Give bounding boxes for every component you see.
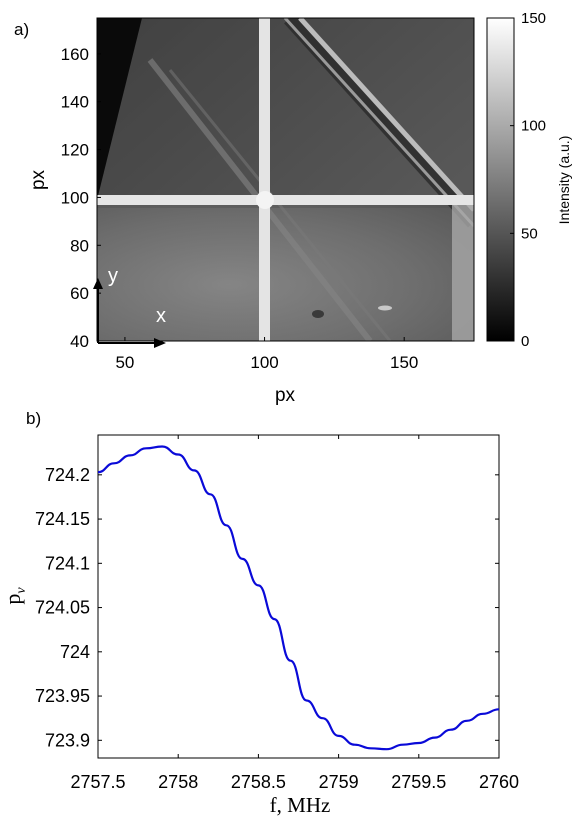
colorbar-tick-label: 50: [521, 225, 538, 242]
series-line: [97, 445, 500, 751]
line-plot-frame: [97, 434, 500, 759]
speck: [378, 305, 392, 311]
dark-corner-region: [97, 18, 142, 200]
diagonal-stripe: [298, 18, 474, 212]
y-tick-label: 724: [60, 642, 90, 662]
y-tick-label: 60: [70, 284, 89, 303]
y-tick-label: 724.05: [35, 598, 90, 618]
colorbar-tick-label: 100: [521, 118, 546, 135]
y-tick-label: 723.95: [35, 686, 90, 706]
colorbar-axes: 0 50 100 150: [510, 10, 546, 350]
cross-horizontal-line: [97, 195, 474, 205]
heatmap-ylabel: px: [28, 169, 49, 190]
colorbar: [486, 17, 515, 342]
x-tick-label: 2758: [158, 772, 198, 792]
cross-center: [256, 191, 274, 209]
panel-a-label: a): [14, 20, 29, 39]
diagonal-stripe: [284, 18, 474, 228]
heatmap-axes: 50 100 150 40 60 80 100 120 140 160: [61, 45, 419, 372]
heatmap-xlabel: px: [275, 385, 296, 406]
y-tick-label: 120: [61, 141, 89, 160]
colorbar-tick-label: 0: [521, 333, 529, 350]
line-plot-axes: 2757.5 2758 2758.5 2759 2759.5 2760 723.9 723.9…: [35, 435, 519, 792]
heatmap-frame: [96, 17, 475, 342]
svg-text:pv: pv: [0, 587, 29, 605]
y-tick-label: 100: [61, 188, 89, 207]
arrow-x-label: x: [156, 305, 166, 327]
x-tick-label: 2759: [319, 772, 359, 792]
x-tick-label: 150: [390, 353, 418, 372]
panel-b-label: b): [26, 409, 41, 428]
y-tick-label: 160: [61, 45, 89, 64]
y-tick-label: 724.15: [35, 509, 90, 529]
y-tick-label: 40: [70, 332, 89, 351]
x-tick-label: 50: [115, 353, 134, 372]
axis-arrows: y x: [93, 265, 166, 348]
line-plot-xlabel: f, MHz: [270, 793, 331, 817]
x-tick-label: 2760: [479, 772, 519, 792]
cross-vertical-line: [259, 18, 270, 341]
diagonal-stripe: [283, 18, 474, 228]
ylabel-subscript: v: [14, 587, 29, 594]
bright-edge: [452, 200, 474, 341]
y-tick-label: 140: [61, 93, 89, 112]
x-tick-label: 2759.5: [391, 772, 446, 792]
x-tick-label: 2757.5: [70, 772, 125, 792]
diagonal-stripe: [168, 69, 392, 341]
colorbar-tick-label: 150: [521, 10, 546, 27]
y-tick-label: 723.9: [45, 730, 90, 750]
heatmap-image: [97, 18, 474, 341]
ylabel-main: p: [0, 594, 25, 605]
arrow-y-label: y: [108, 265, 118, 287]
colorbar-label: Intensity (a.u.): [556, 136, 572, 225]
x-tick-label: 100: [250, 353, 278, 372]
speck: [312, 310, 324, 318]
x-tick-label: 2758.5: [231, 772, 286, 792]
y-tick-label: 80: [70, 236, 89, 255]
y-tick-label: 724.2: [45, 465, 90, 485]
y-tick-label: 724.1: [45, 553, 90, 573]
line-plot-ylabel: pv: [0, 587, 29, 605]
